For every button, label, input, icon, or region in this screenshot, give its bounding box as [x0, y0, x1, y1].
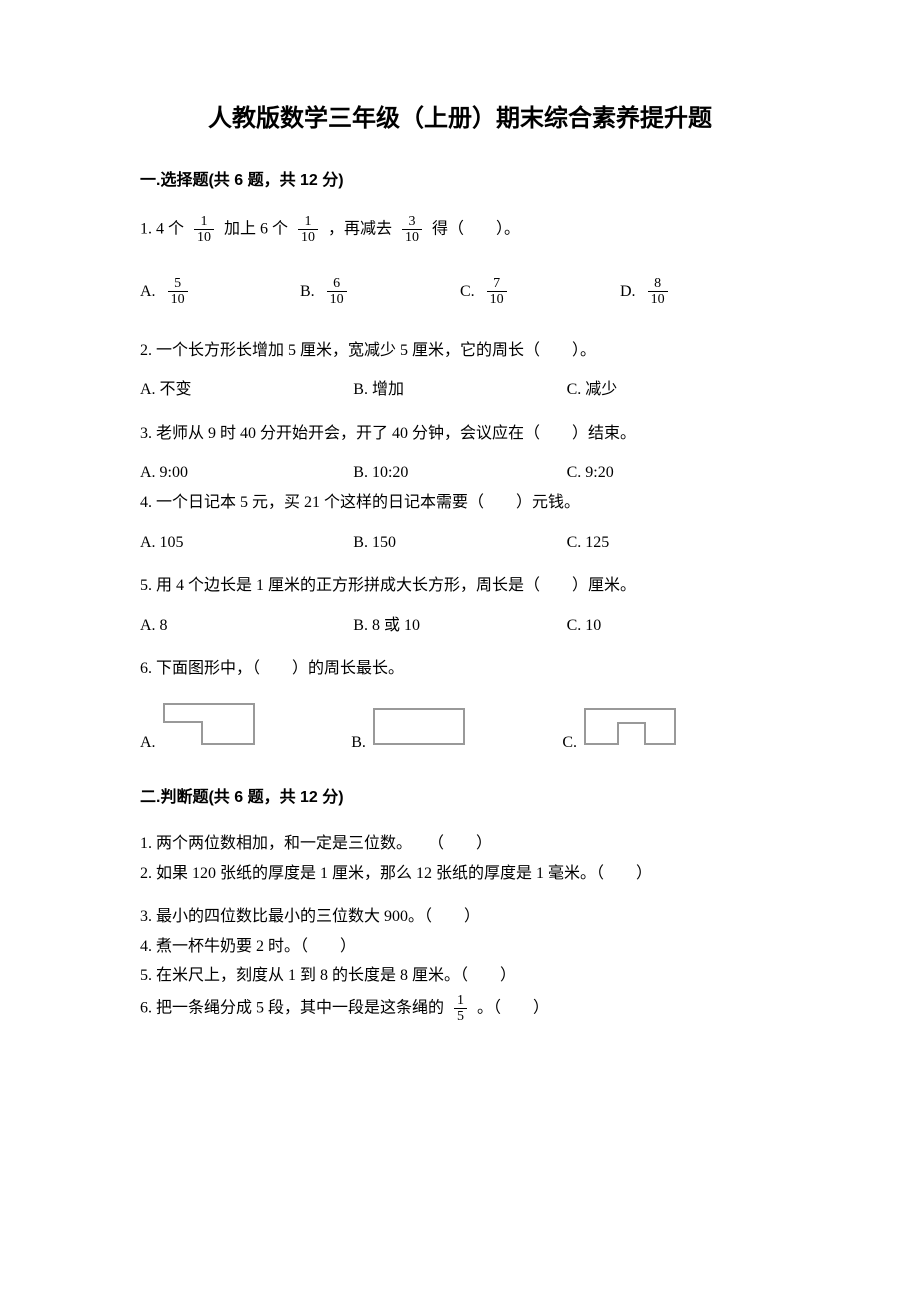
question-1: 1. 4 个 1 10 加上 6 个 1 10 ，再减去 3 10 得（ ）。 …: [140, 214, 780, 308]
q1-mid1: 加上 6 个: [224, 221, 288, 238]
tf-question-1: 1. 两个两位数相加，和一定是三位数。 （ ）: [140, 831, 780, 857]
q1-option-b: B. 6 10: [300, 276, 460, 308]
q2-option-a: A. 不变: [140, 377, 353, 403]
page-title: 人教版数学三年级（上册）期末综合素养提升题: [140, 100, 780, 138]
q4-option-b: B. 150: [353, 530, 566, 556]
q1-suffix: 得（ ）。: [432, 221, 520, 238]
tf-question-5: 5. 在米尺上，刻度从 1 到 8 的长度是 8 厘米。（ ）: [140, 963, 780, 989]
q4-option-c: C. 125: [567, 530, 780, 556]
shape-b-icon: [372, 707, 467, 756]
q1-fraction-3: 3 10: [402, 214, 422, 246]
q5-option-b: B. 8 或 10: [353, 613, 566, 639]
tf-question-6: 6. 把一条绳分成 5 段，其中一段是这条绳的 1 5 。（ ）: [140, 993, 780, 1025]
q1-option-d: D. 8 10: [620, 276, 780, 308]
question-2: 2. 一个长方形长增加 5 厘米，宽减少 5 厘米，它的周长（ ）。 A. 不变…: [140, 338, 780, 403]
tf-q6-fraction: 1 5: [454, 993, 467, 1025]
shape-c-icon: [583, 707, 678, 756]
q1-option-c: C. 7 10: [460, 276, 620, 308]
question-5: 5. 用 4 个边长是 1 厘米的正方形拼成大长方形，周长是（ ）厘米。 A. …: [140, 573, 780, 638]
tf-question-4: 4. 煮一杯牛奶要 2 时。（ ）: [140, 934, 780, 960]
q1-mid2: ，再减去: [328, 221, 392, 238]
q1-option-a: A. 5 10: [140, 276, 300, 308]
q6-option-a: A.: [140, 702, 351, 756]
q2-option-b: B. 增加: [353, 377, 566, 403]
q5-option-a: A. 8: [140, 613, 353, 639]
section1-header: 一.选择题(共 6 题，共 12 分): [140, 168, 780, 194]
question-4: 4. 一个日记本 5 元，买 21 个这样的日记本需要（ ）元钱。 A. 105…: [140, 490, 780, 555]
q2-option-c: C. 减少: [567, 377, 780, 403]
q1-prefix: 1. 4 个: [140, 221, 184, 238]
tf-question-2: 2. 如果 120 张纸的厚度是 1 厘米，那么 12 张纸的厚度是 1 毫米。…: [140, 861, 780, 887]
q6-option-b: B.: [351, 707, 562, 756]
q4-option-a: A. 105: [140, 530, 353, 556]
q6-option-c: C.: [562, 707, 773, 756]
q5-option-c: C. 10: [567, 613, 780, 639]
question-6: 6. 下面图形中，（ ）的周长最长。 A. B. C.: [140, 656, 780, 755]
tf-question-3: 3. 最小的四位数比最小的三位数大 900。（ ）: [140, 904, 780, 930]
q3-option-a: A. 9:00: [140, 460, 353, 486]
question-3: 3. 老师从 9 时 40 分开始开会，开了 40 分钟，会议应在（ ）结束。 …: [140, 421, 780, 486]
shape-a-icon: [162, 702, 257, 756]
q1-fraction-1: 1 10: [194, 214, 214, 246]
q1-fraction-2: 1 10: [298, 214, 318, 246]
section2-header: 二.判断题(共 6 题，共 12 分): [140, 785, 780, 811]
q3-option-c: C. 9:20: [567, 460, 780, 486]
q3-option-b: B. 10:20: [353, 460, 566, 486]
